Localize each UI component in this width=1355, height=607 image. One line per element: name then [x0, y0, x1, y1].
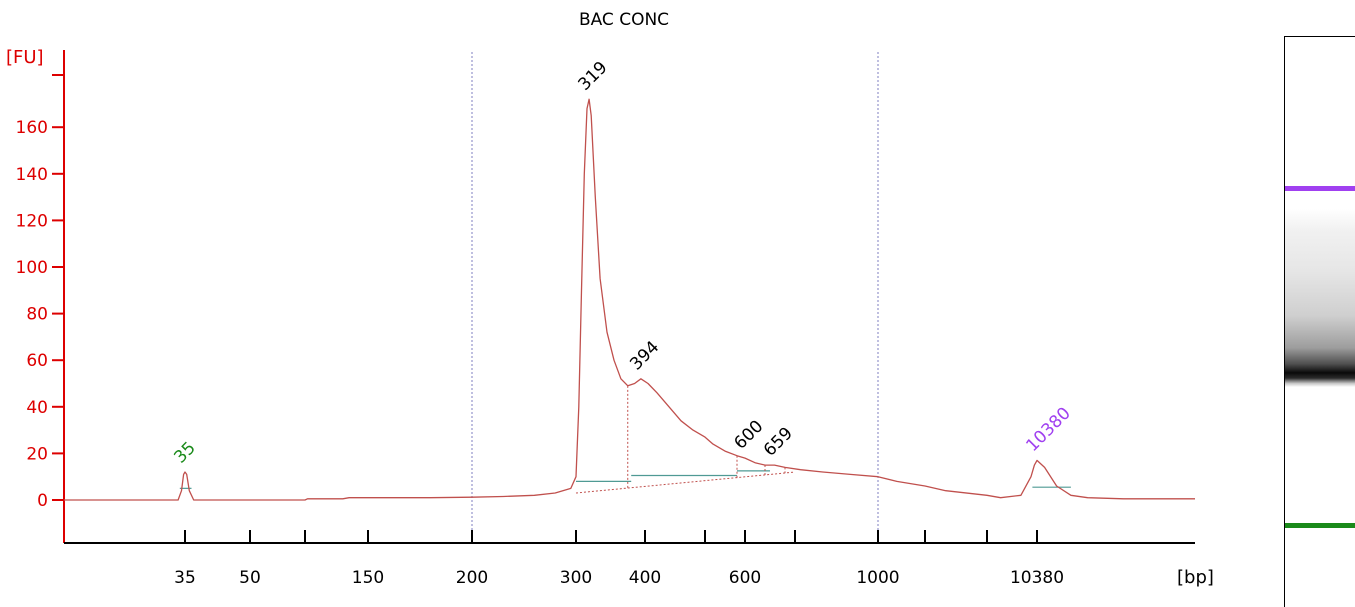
x-tick-label: 150	[352, 568, 384, 588]
trace-group	[64, 98, 1195, 501]
y-tick-label: 40	[26, 398, 48, 418]
dotted-baseline	[575, 471, 796, 494]
y-tick-label: 60	[26, 351, 48, 371]
y-tick-label: 160	[16, 118, 48, 138]
divider-lines	[471, 52, 879, 543]
x-tick-label: 300	[560, 568, 592, 588]
x-axis-ticks: 35 50 150 200 300 400 600 1000 10380	[174, 530, 1064, 588]
gel-lane	[1284, 36, 1355, 607]
y-tick-label: 120	[16, 211, 48, 231]
x-tick-label: 1000	[856, 568, 899, 588]
peak-label: 319	[575, 58, 612, 95]
x-tick-label: 400	[629, 568, 661, 588]
gel-band-upper-marker	[1285, 186, 1355, 191]
x-tick-label: 10380	[1010, 568, 1064, 588]
gel-band-smear	[1285, 209, 1355, 387]
y-tick-label: 100	[16, 258, 48, 278]
chart-title: BAC CONC	[579, 10, 669, 30]
y-axis-ticks: 0 20 40 60 80 100 120 140 160	[16, 118, 64, 511]
gel-band-lower-marker	[1285, 523, 1355, 528]
peak-label: 394	[626, 337, 663, 374]
trace-line	[64, 98, 1195, 501]
peak-baselines	[179, 385, 1071, 494]
y-tick-label: 0	[37, 491, 48, 511]
peak-label: 35	[170, 438, 199, 467]
x-tick-label: 600	[729, 568, 761, 588]
y-tick-label: 140	[16, 165, 48, 185]
y-tick-label: 20	[26, 444, 48, 464]
x-tick-label: 200	[456, 568, 488, 588]
peak-label: 10380	[1022, 404, 1074, 456]
electropherogram: BAC CONC [FU] [bp] 0 20 40 60 80 100 120 140 160…	[6, 10, 1214, 588]
y-axis-label: [FU]	[6, 47, 44, 68]
x-axis-label: [bp]	[1177, 567, 1214, 588]
y-tick-label: 80	[26, 305, 48, 325]
x-tick-label: 35	[174, 568, 196, 588]
x-tick-label: 50	[239, 568, 261, 588]
axes	[52, 50, 1195, 544]
